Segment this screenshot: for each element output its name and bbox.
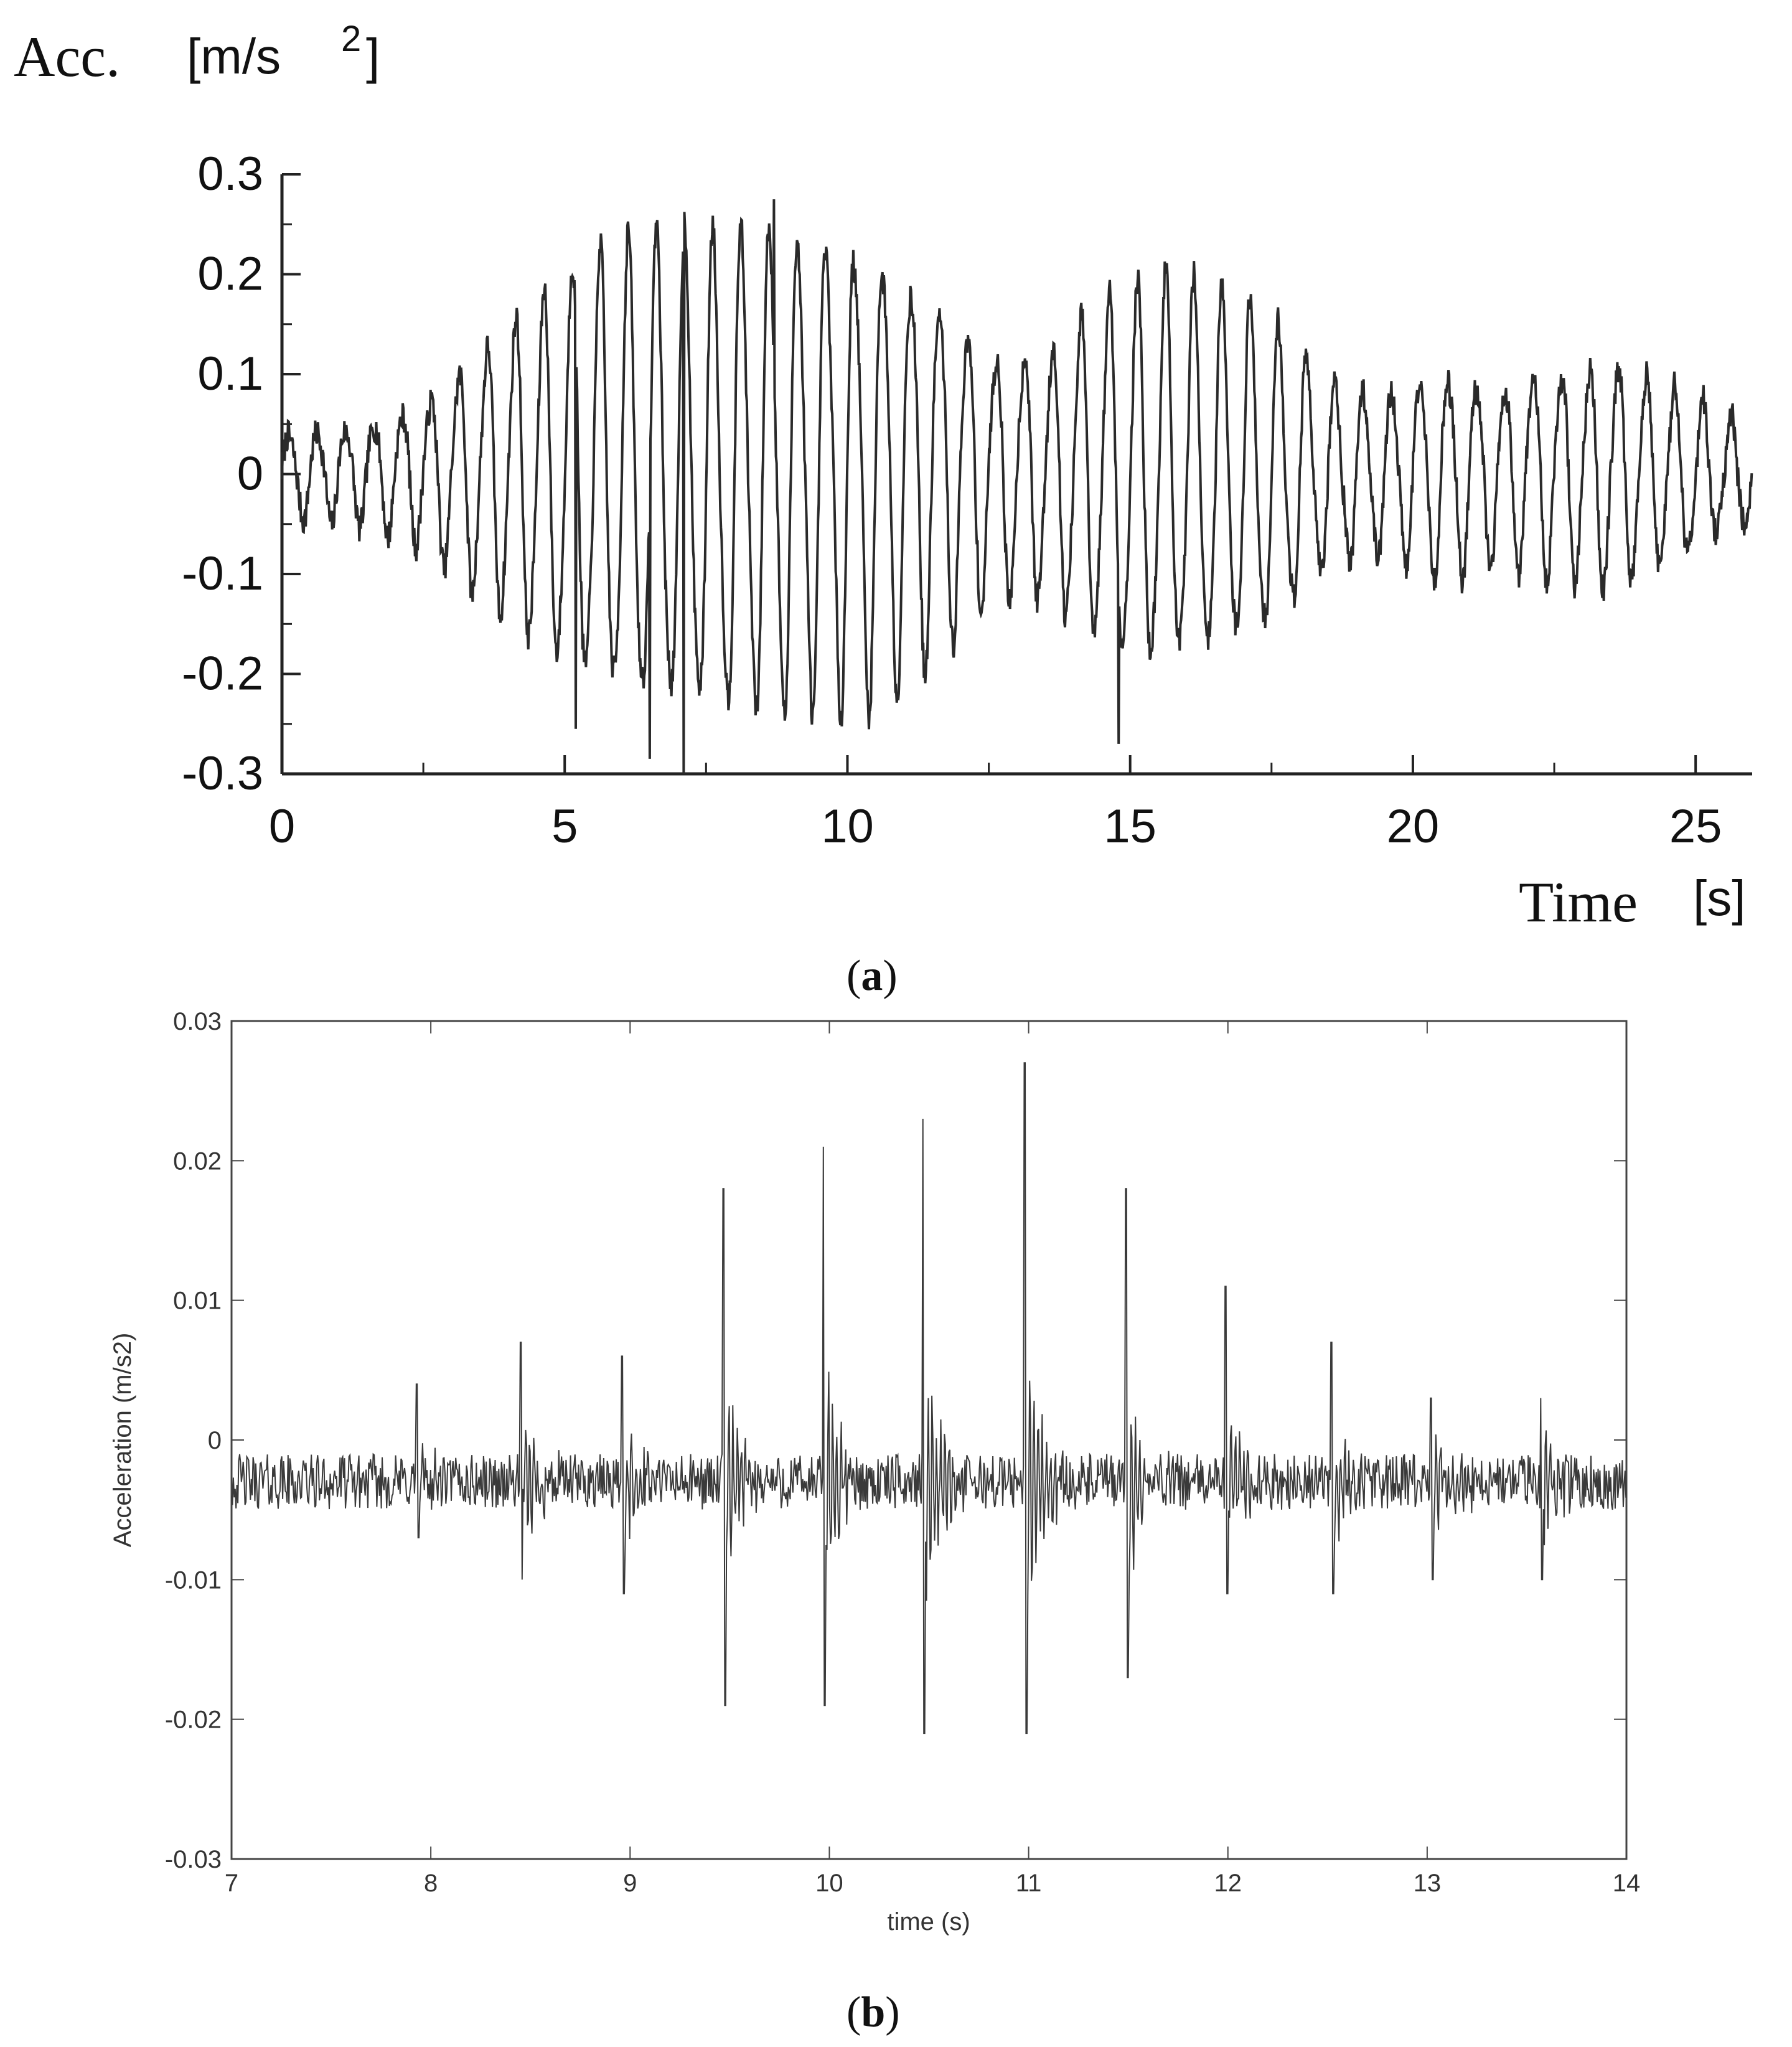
panel-a-ytick-label: 0 — [237, 448, 263, 501]
panel-b-xtick-label: 14 — [1613, 1870, 1641, 1897]
panel-a-chart: Acc. [m/s 2 ] 0.30.20.10-0.1-0.2-0.30 5 10… — [14, 19, 1753, 934]
panel-a-xtick-label: 10 — [821, 800, 874, 853]
panel-a-ytick-label: 0.3 — [197, 148, 263, 200]
panel-a-yunit-superscript: 2 — [341, 19, 361, 59]
panel-b-caption: (b) — [847, 1988, 900, 2036]
panel-b-xtick-label: 8 — [424, 1870, 438, 1897]
panel-a-xtick-label: 5 — [551, 800, 578, 853]
panel-a-ytick-label: 0.2 — [197, 248, 263, 301]
panel-b-ytick-label: 0.02 — [173, 1147, 222, 1175]
panel-a-ylabel: Acc. — [14, 25, 120, 88]
panel-a-caption-letter: a — [861, 952, 883, 1000]
panel-b-xtick-label: 11 — [1016, 1870, 1042, 1897]
panel-a-signal-line — [281, 199, 1753, 774]
svg-text:(a): (a) — [847, 952, 898, 1000]
panel-a-xtick-label: 20 — [1387, 800, 1440, 853]
panel-b-ytick-label: 0.03 — [173, 1008, 222, 1035]
svg-text:(b): (b) — [847, 1988, 900, 2036]
panel-b-chart: 0.03 0.02 0.01 0 -0.01 -0.02 -0.037 8 9 10 11 12 13 1… — [109, 1008, 1640, 1936]
panel-b-ylabel: Acceleration (m/s2) — [109, 1333, 136, 1548]
panel-b-ytick-label: -0.02 — [165, 1706, 222, 1734]
panel-a-xtick-label: 0 — [269, 800, 295, 853]
panel-a-xunit: [s] — [1693, 870, 1745, 926]
panel-b-xlabel: time (s) — [887, 1908, 970, 1936]
panel-b-xtick-label: 13 — [1414, 1870, 1442, 1897]
panel-b-xtick-label: 10 — [815, 1870, 843, 1897]
panel-b-xtick-label: 9 — [623, 1870, 637, 1897]
panel-a-ytick-label: -0.3 — [182, 747, 263, 800]
panel-a-ytick-label: -0.2 — [182, 647, 263, 700]
panel-b-signal-line — [231, 1062, 1627, 1734]
panel-a-xtick-label: 25 — [1669, 800, 1722, 853]
panel-b-ytick-label: 0.01 — [173, 1287, 222, 1315]
panel-a-ticks: 0.30.20.10-0.1-0.2-0.30 5 10 15 20 25 — [182, 148, 1722, 853]
panel-b-caption-letter: b — [861, 1988, 885, 2036]
panel-a-ytick-label: 0.1 — [197, 347, 263, 400]
panel-b-xtick-label: 12 — [1214, 1870, 1242, 1897]
panel-a-xtick-label: 15 — [1104, 800, 1156, 853]
panel-a-xlabel: Time — [1519, 870, 1638, 934]
panel-a-yunit-close: ] — [366, 29, 380, 84]
panel-b-ticks: 0.03 0.02 0.01 0 -0.01 -0.02 -0.037 8 9 10 11 12 13 1… — [165, 1008, 1640, 1897]
panel-b-ytick-label: -0.01 — [165, 1566, 222, 1594]
panel-a-ytick-label: -0.1 — [182, 547, 263, 600]
panel-b-ytick-label: -0.03 — [165, 1846, 222, 1873]
panel-b-xtick-label: 7 — [225, 1870, 238, 1897]
panel-a-caption: (a) — [847, 952, 898, 1000]
panel-b-ytick-label: 0 — [208, 1427, 222, 1454]
panel-a-yunit: [m/s — [187, 29, 281, 84]
